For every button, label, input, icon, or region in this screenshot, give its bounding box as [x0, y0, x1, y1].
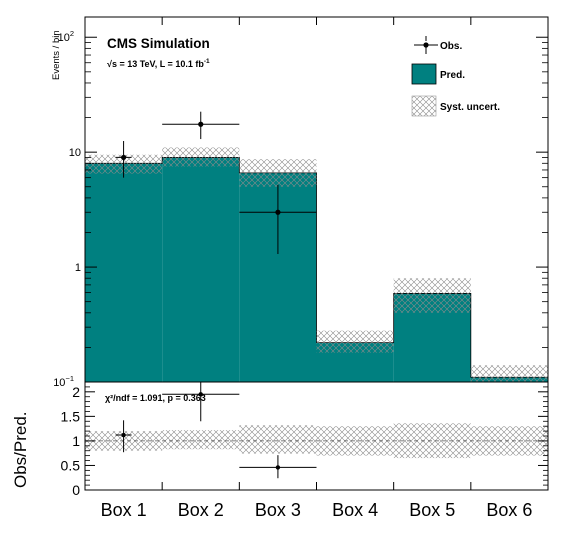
- legend: Obs. Pred. Syst. uncert.: [411, 36, 500, 117]
- pred-bar-2: [162, 157, 240, 382]
- x-tick-label-2: Box 2: [178, 500, 224, 520]
- main-panel: [84, 111, 549, 382]
- ratio-marker-1: [121, 432, 126, 438]
- syst-band-2: [162, 147, 240, 167]
- legend-entry-obs: Obs.: [414, 36, 462, 54]
- ratio-points: [115, 382, 317, 479]
- y-axis-label: Events / bin: [51, 30, 62, 80]
- obs-marker-2: [198, 121, 204, 127]
- y-tick-label-0: 102: [58, 29, 74, 44]
- x-tick-label-3: Box 3: [255, 500, 301, 520]
- syst-band-4: [316, 330, 394, 353]
- y-tick-base-0: 10: [58, 32, 70, 44]
- obs-point-2: [162, 111, 240, 140]
- ratio-y-axis: 0 0.5 1 1.5 2: [61, 384, 548, 498]
- obs-marker-3: [275, 209, 281, 215]
- legend-label-syst: Syst. uncert.: [440, 102, 500, 113]
- chart-subtitle: √s = 13 TeV, L = 10.1 fb-1: [107, 58, 210, 69]
- legend-label-pred: Pred.: [440, 70, 465, 81]
- ratio-marker-2: [198, 392, 203, 397]
- y-tick-base-2: 1: [75, 262, 81, 274]
- ratio-tick-label-2: 1: [72, 433, 80, 449]
- legend-pred-swatch: [411, 63, 437, 85]
- y-tick-exp-0: 2: [70, 29, 74, 38]
- legend-syst-swatch: [411, 95, 437, 117]
- syst-band-3: [239, 159, 317, 187]
- ratio-annotation: χ²/ndf = 1.091, p = 0.363: [105, 393, 206, 403]
- legend-obs-marker: [423, 42, 429, 48]
- ratio-point-2: [162, 382, 240, 422]
- chart-subtitle-exp: -1: [204, 58, 210, 65]
- ratio-point-3: [239, 455, 317, 479]
- obs-point-1: [115, 141, 132, 178]
- x-tick-label-6: Box 6: [486, 500, 532, 520]
- ratio-tick-label-0: 0: [72, 482, 80, 498]
- x-tick-label-1: Box 1: [101, 500, 147, 520]
- y-tick-exp-3: −1: [65, 374, 74, 383]
- ratio-tick-label-4: 2: [72, 384, 80, 400]
- ratio-tick-label-1: 0.5: [61, 457, 81, 473]
- chart-title: CMS Simulation: [107, 36, 210, 51]
- ratio-tick-label-3: 1.5: [61, 408, 81, 424]
- chart-subtitle-text: √s = 13 TeV, L = 10.1 fb: [107, 59, 204, 69]
- x-axis: Box 1 Box 2 Box 3 Box 4 Box 5 Box 6: [101, 500, 533, 520]
- y-tick-label-1: 10: [69, 147, 81, 159]
- y-tick-base-3: 10: [53, 377, 65, 389]
- y-tick-label-3: 10−1: [53, 374, 74, 389]
- y-tick-base-1: 10: [69, 147, 81, 159]
- legend-label-obs: Obs.: [440, 41, 462, 52]
- ratio-band-2: [162, 430, 240, 450]
- ratio-marker-3: [275, 465, 281, 470]
- obs-point-3: [239, 184, 317, 254]
- ratio-y-label: Obs/Pred.: [11, 411, 30, 488]
- obs-marker-1: [120, 154, 127, 161]
- observed-points: [115, 111, 317, 254]
- x-tick-label-5: Box 5: [409, 500, 455, 520]
- syst-band-5: [393, 278, 471, 313]
- legend-entry-syst: Syst. uncert.: [411, 95, 500, 117]
- y-tick-label-2: 1: [75, 262, 81, 274]
- ratio-point-1: [115, 420, 132, 453]
- pred-bar-1: [85, 163, 163, 382]
- legend-entry-pred: Pred.: [411, 63, 465, 85]
- syst-band-6: [470, 365, 548, 382]
- x-tick-label-4: Box 4: [332, 500, 378, 520]
- ratio-band-3: [239, 425, 317, 454]
